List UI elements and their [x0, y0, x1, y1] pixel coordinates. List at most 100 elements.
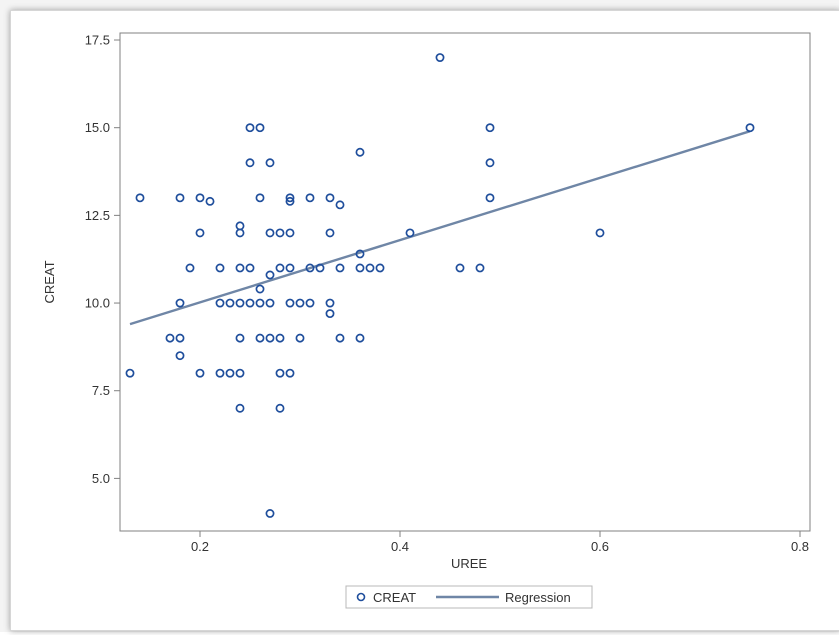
data-point [315, 263, 325, 273]
data-point [245, 263, 255, 273]
y-tick-label: 5.0 [92, 471, 110, 486]
data-point [235, 333, 245, 343]
data-point [295, 298, 305, 308]
y-axis: 5.0 7.5 10.0 12.5 15.0 17.5 [85, 33, 120, 486]
data-point [265, 270, 275, 280]
data-point [285, 298, 295, 308]
data-point [195, 228, 205, 238]
data-point [215, 263, 225, 273]
data-point [305, 298, 315, 308]
data-point [235, 228, 245, 238]
regression-line [129, 130, 751, 326]
data-point [125, 368, 135, 378]
data-point [235, 368, 245, 378]
x-axis-title: UREE [451, 556, 487, 571]
data-point [235, 403, 245, 413]
data-point [285, 193, 295, 203]
data-point [275, 263, 285, 273]
data-point [165, 333, 175, 343]
y-tick-label: 12.5 [85, 208, 110, 223]
data-point [185, 263, 195, 273]
data-point [255, 298, 265, 308]
y-axis-title: CREAT [42, 260, 57, 303]
data-point [235, 298, 245, 308]
data-point [195, 368, 205, 378]
data-point [595, 228, 605, 238]
data-point [275, 333, 285, 343]
data-point [355, 333, 365, 343]
y-tick-label: 10.0 [85, 296, 110, 311]
data-point [325, 228, 335, 238]
figure-panel: 5.0 7.5 10.0 12.5 15.0 17.5 0.2 0.4 0.6 0.8 CREA… [10, 10, 839, 631]
data-point [175, 333, 185, 343]
data-point [485, 193, 495, 203]
x-tick-label: 0.4 [391, 539, 409, 554]
data-point [285, 196, 295, 206]
data-point [285, 263, 295, 273]
data-point [255, 333, 265, 343]
x-axis: 0.2 0.4 0.6 0.8 [191, 531, 809, 554]
data-point [275, 368, 285, 378]
data-point [335, 200, 345, 210]
data-point [265, 298, 275, 308]
regression-layer [129, 130, 751, 326]
data-point [275, 228, 285, 238]
data-point [225, 298, 235, 308]
data-point [325, 298, 335, 308]
data-point [195, 193, 205, 203]
plot-area [119, 32, 811, 532]
data-point [255, 193, 265, 203]
data-point [265, 158, 275, 168]
data-point [325, 309, 335, 319]
data-point [205, 196, 215, 206]
legend-label-regression: Regression [505, 590, 571, 605]
data-point [405, 228, 415, 238]
data-point [305, 193, 315, 203]
data-point [175, 298, 185, 308]
data-point [285, 368, 295, 378]
data-point [475, 263, 485, 273]
x-tick-label: 0.2 [191, 539, 209, 554]
data-point [485, 123, 495, 133]
data-point [365, 263, 375, 273]
data-point [455, 263, 465, 273]
data-point [215, 368, 225, 378]
legend-marker-creat [356, 592, 366, 602]
data-point [355, 263, 365, 273]
data-point [355, 147, 365, 157]
data-point [255, 123, 265, 133]
data-point [375, 263, 385, 273]
data-point [245, 298, 255, 308]
points-layer [125, 53, 755, 518]
data-point [305, 263, 315, 273]
data-point [435, 53, 445, 62]
data-point [245, 158, 255, 168]
data-point [255, 284, 265, 294]
data-point [485, 158, 495, 168]
legend: CREAT Regression [345, 585, 593, 609]
data-point [325, 193, 335, 203]
data-point [225, 368, 235, 378]
data-point [275, 403, 285, 413]
data-point [265, 333, 275, 343]
data-point [215, 298, 225, 308]
data-point [265, 228, 275, 238]
data-point [135, 193, 145, 203]
y-tick-label: 7.5 [92, 383, 110, 398]
scatter-chart: 5.0 7.5 10.0 12.5 15.0 17.5 0.2 0.4 0.6 0.8 CREA… [42, 32, 811, 609]
data-point [245, 123, 255, 133]
data-point [285, 228, 295, 238]
data-point [295, 333, 305, 343]
data-point [175, 193, 185, 203]
data-point [745, 123, 755, 133]
data-point [265, 509, 275, 518]
data-point [235, 263, 245, 273]
data-point [335, 333, 345, 343]
data-point [175, 351, 185, 361]
x-tick-label: 0.6 [591, 539, 609, 554]
data-point [335, 263, 345, 273]
data-point [355, 249, 365, 259]
x-tick-label: 0.8 [791, 539, 809, 554]
y-tick-label: 15.0 [85, 120, 110, 135]
